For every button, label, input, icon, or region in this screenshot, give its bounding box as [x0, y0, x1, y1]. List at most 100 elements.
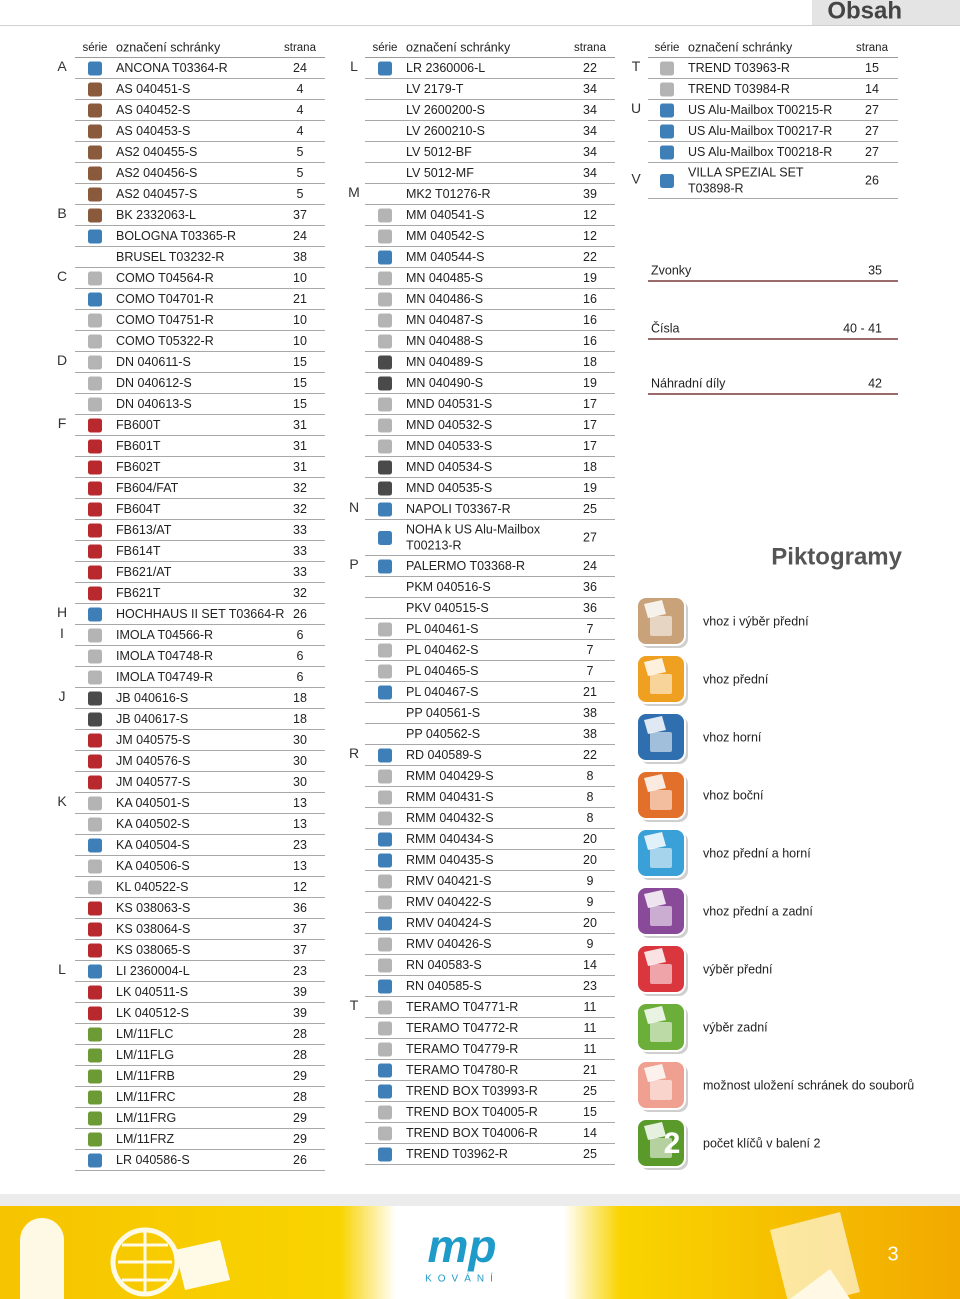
page-ref: 27 [865, 103, 879, 117]
product-name: PP 040562-S [406, 727, 480, 741]
page-ref: 22 [583, 250, 597, 264]
pictogram-label: vhoz přední [703, 672, 769, 686]
icon-letter [644, 948, 666, 966]
page-ref: 22 [583, 61, 597, 75]
color-square [378, 748, 392, 763]
pictogram-label: možnost uložení schránek do souborů [703, 1078, 914, 1092]
product-name: RMV 040422-S [406, 895, 491, 909]
product-name: FB621T [116, 586, 161, 600]
product-name: DN 040613-S [116, 397, 192, 411]
color-square [88, 628, 102, 643]
page-ref: 8 [587, 790, 594, 804]
page-ref: 32 [293, 502, 307, 516]
product-name: KA 040504-S [116, 838, 190, 852]
page-ref: 39 [293, 985, 307, 999]
color-square [88, 1027, 102, 1042]
product-name: PP 040561-S [406, 706, 480, 720]
pictogram-label: vhoz horní [703, 730, 762, 744]
product-name: BK 2332063-L [116, 208, 196, 222]
product-name: DN 040612-S [116, 376, 192, 390]
product-name: IMOLA T04749-R [116, 670, 213, 684]
color-square [378, 559, 392, 574]
page-ref: 6 [297, 670, 304, 684]
icon-box [650, 906, 672, 926]
color-square [378, 769, 392, 784]
color-square [88, 1132, 102, 1147]
page-ref: 15 [293, 355, 307, 369]
series-letter: U [631, 100, 641, 116]
page-ref: 23 [293, 964, 307, 978]
color-square [88, 523, 102, 538]
product-name: MN 040485-S [406, 271, 483, 285]
series-letter: B [57, 205, 66, 221]
product-name: RMM 040435-S [406, 853, 494, 867]
product-name: T03898-R [688, 181, 744, 195]
extra-label: Čísla [651, 320, 680, 335]
color-square [378, 1084, 392, 1099]
icon-box [650, 848, 672, 868]
page-ref: 24 [293, 61, 307, 75]
page-ref: 27 [865, 124, 879, 138]
color-square [660, 174, 674, 188]
product-name: MND 040532-S [406, 418, 492, 432]
page-ref: 34 [583, 145, 597, 159]
product-name: TREND T03984-R [688, 82, 790, 96]
product-name: JM 040577-S [116, 775, 190, 789]
header-series: série [655, 42, 680, 54]
color-square [88, 649, 102, 664]
pictogram-label: počet klíčů v balení 2 [703, 1136, 820, 1150]
product-name: LR 2360006-L [406, 61, 485, 75]
color-square [88, 1090, 102, 1105]
page-ref: 34 [583, 166, 597, 180]
product-name: PL 040462-S [406, 643, 479, 657]
color-square [378, 208, 392, 223]
page-ref: 11 [584, 1042, 597, 1056]
icon-box [650, 1022, 672, 1042]
title-box [812, 0, 960, 25]
color-square [88, 859, 102, 874]
page-ref: 9 [587, 895, 594, 909]
page-ref: 13 [293, 817, 307, 831]
series-letter: P [349, 556, 358, 572]
page-ref: 23 [583, 979, 597, 993]
page-ref: 34 [583, 124, 597, 138]
pictogram-label: vhoz přední a horní [703, 846, 811, 860]
page-ref: 18 [583, 355, 597, 369]
page-ref: 12 [293, 880, 307, 894]
product-name: FB600T [116, 418, 161, 432]
color-square [378, 895, 392, 910]
page-ref: 38 [583, 727, 597, 741]
icon-box [650, 964, 672, 984]
product-name: LV 5012-BF [406, 145, 472, 159]
pictogram: vhoz i výběr přední [636, 596, 809, 648]
product-name: TERAMO T04780-R [406, 1063, 518, 1077]
product-name: BRUSEL T03232-R [116, 250, 224, 264]
page-ref: 5 [297, 145, 304, 159]
color-square [378, 531, 392, 545]
pictogram: výběr zadní [636, 1002, 768, 1054]
page-ref: 14 [583, 958, 597, 972]
product-name: PL 040465-S [406, 664, 479, 678]
color-square [378, 250, 392, 265]
page-ref: 28 [293, 1048, 307, 1062]
series-letter: L [58, 961, 66, 977]
color-square [378, 355, 392, 370]
color-square [88, 1069, 102, 1084]
page-ref: 6 [297, 628, 304, 642]
page-ref: 14 [865, 82, 879, 96]
color-square [88, 292, 102, 307]
color-square [88, 1006, 102, 1021]
color-square [88, 82, 102, 97]
color-square [88, 754, 102, 769]
icon-letter [644, 716, 666, 734]
page-ref: 39 [583, 187, 597, 201]
product-name: MN 040490-S [406, 376, 483, 390]
product-name: RMM 040429-S [406, 769, 494, 783]
page-ref: 34 [583, 82, 597, 96]
page-ref: 8 [587, 811, 594, 825]
color-square [378, 460, 392, 475]
icon-box [650, 732, 672, 752]
page-ref: 21 [293, 292, 307, 306]
page-ref: 37 [293, 922, 307, 936]
page-ref: 16 [583, 313, 597, 327]
